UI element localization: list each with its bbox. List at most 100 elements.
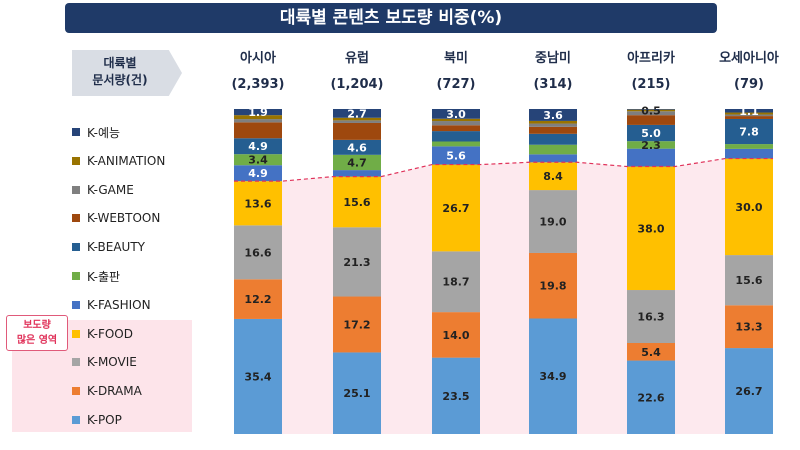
data-label: 12.2 bbox=[244, 293, 271, 306]
data-label: 35.4 bbox=[244, 370, 271, 383]
data-label: 16.3 bbox=[637, 311, 664, 324]
bar-segment bbox=[627, 141, 675, 149]
bar-segment bbox=[432, 121, 480, 126]
legend-swatch bbox=[72, 214, 80, 223]
bar-segment bbox=[627, 109, 675, 112]
bar-segment bbox=[234, 122, 282, 139]
bar-segment bbox=[725, 109, 773, 113]
data-label: 13.3 bbox=[735, 321, 762, 334]
bar-segment bbox=[725, 148, 773, 159]
bar-segment bbox=[432, 141, 480, 147]
data-label: 8.4 bbox=[543, 170, 563, 183]
bar-segment bbox=[725, 144, 773, 149]
row-label-line1: 대륙별 bbox=[103, 56, 137, 70]
data-label: 30.0 bbox=[735, 201, 762, 214]
legend-swatch bbox=[72, 128, 80, 136]
highlight-note-line1: 보도량 bbox=[23, 320, 51, 331]
legend-item: K-POP bbox=[72, 410, 122, 430]
bar-segment bbox=[234, 181, 282, 226]
continent-name: 아시아 bbox=[240, 50, 276, 66]
bar-segment bbox=[234, 165, 282, 182]
legend-label: K-DRAMA bbox=[87, 384, 142, 399]
legend-label: K-출판 bbox=[87, 269, 121, 284]
data-label: 17.2 bbox=[343, 318, 370, 331]
legend-swatch bbox=[72, 243, 80, 252]
continent-name: 북미 bbox=[444, 50, 468, 66]
continent-count: (314) bbox=[533, 77, 572, 92]
bar-segment bbox=[333, 122, 381, 140]
bar-segment bbox=[725, 255, 773, 306]
data-label: 16.6 bbox=[244, 246, 271, 259]
bar-segment bbox=[234, 318, 282, 434]
bar-segment bbox=[432, 118, 480, 122]
bar-segment bbox=[627, 343, 675, 361]
bar-segment bbox=[234, 119, 282, 123]
bar-segment bbox=[333, 352, 381, 434]
bar-segment bbox=[333, 117, 381, 121]
data-label: 1.1 bbox=[739, 105, 759, 118]
bar-segment bbox=[627, 166, 675, 291]
data-label: 18.7 bbox=[442, 276, 469, 289]
bar-segment bbox=[529, 109, 577, 121]
legend-label: K-MOVIE bbox=[87, 355, 137, 370]
data-label: 34.9 bbox=[539, 370, 566, 383]
legend-swatch bbox=[72, 156, 80, 165]
data-label: 4.6 bbox=[347, 141, 367, 154]
bar-segment bbox=[725, 348, 773, 434]
data-label: 13.6 bbox=[244, 197, 271, 210]
bar-segment bbox=[432, 125, 480, 132]
highlight-note: 보도량 많은 영역 bbox=[6, 315, 68, 351]
continent-count: (79) bbox=[734, 77, 764, 92]
bar-segment bbox=[725, 158, 773, 256]
continent-count: (727) bbox=[436, 77, 475, 92]
data-label: 2.7 bbox=[347, 107, 367, 120]
data-label: 26.7 bbox=[442, 202, 469, 215]
bar-segment bbox=[627, 148, 675, 167]
data-label: 3.0 bbox=[446, 108, 466, 121]
legend-swatch bbox=[72, 387, 80, 396]
food-boundary-line bbox=[234, 157, 773, 182]
legend-label: K-WEBTOON bbox=[87, 211, 161, 226]
legend-swatch bbox=[72, 358, 80, 367]
continent-name: 오세아니아 bbox=[719, 50, 779, 66]
bar-segment bbox=[725, 114, 773, 117]
chart-title: 대륙별 콘텐츠 보도량 비중(%) bbox=[65, 3, 717, 33]
continent-name: 유럽 bbox=[345, 51, 369, 66]
bar-segment bbox=[333, 296, 381, 353]
bar-segment bbox=[529, 123, 577, 127]
legend-label: K-FOOD bbox=[87, 326, 133, 341]
row-label-line2: 문서량(건) bbox=[92, 73, 148, 87]
highlight-note-line2: 많은 영역 bbox=[16, 335, 58, 346]
bar-segment bbox=[333, 120, 381, 123]
row-label-tag: 대륙별 문서량(건) bbox=[72, 50, 182, 96]
bar-segment bbox=[627, 109, 675, 110]
data-label: 15.6 bbox=[343, 196, 370, 209]
legend-item: K-BEAUTY bbox=[72, 237, 145, 257]
bar-segment bbox=[333, 109, 381, 118]
bar-segment bbox=[432, 146, 480, 165]
continent-name: 아프리카 bbox=[627, 50, 675, 66]
legend-swatch bbox=[72, 185, 80, 194]
bar-segment bbox=[627, 290, 675, 343]
legend-swatch bbox=[72, 300, 80, 309]
legend-item: K-MOVIE bbox=[72, 352, 137, 372]
bar-segment bbox=[234, 115, 282, 120]
bar-segment bbox=[432, 164, 480, 252]
continent-name: 중남미 bbox=[535, 50, 571, 66]
legend-item: K-ANIMATION bbox=[72, 151, 165, 171]
data-label: 0.5 bbox=[641, 104, 661, 117]
data-label: 38.0 bbox=[637, 222, 664, 235]
bar-segment bbox=[234, 109, 282, 116]
data-label: 5.0 bbox=[641, 127, 661, 140]
data-label: 3.4 bbox=[248, 154, 268, 167]
bar-segment bbox=[529, 133, 577, 145]
bar-segment bbox=[333, 176, 381, 228]
bar-segment bbox=[725, 112, 773, 115]
legend-label: K-ANIMATION bbox=[87, 153, 166, 168]
legend-item: K-DRAMA bbox=[72, 381, 142, 401]
legend-label: K-BEAUTY bbox=[87, 240, 145, 255]
legend-item: K-WEBTOON bbox=[72, 208, 160, 228]
data-label: 4.9 bbox=[248, 140, 268, 153]
bar-segment bbox=[529, 126, 577, 134]
